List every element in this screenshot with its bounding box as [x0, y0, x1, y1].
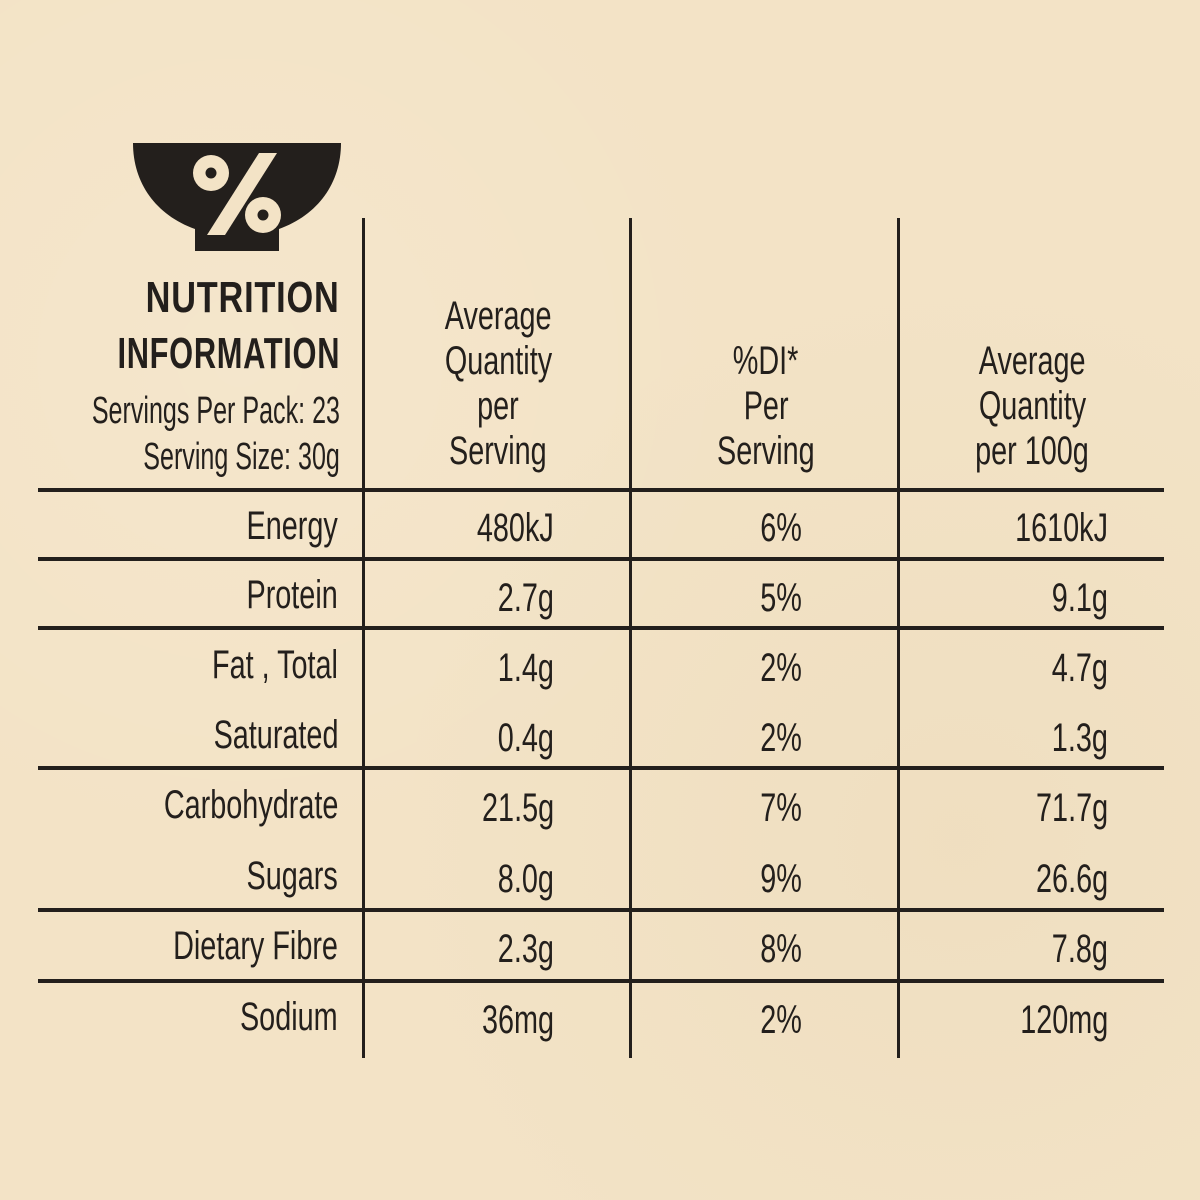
- per-100g-value: 26.6g: [1035, 857, 1108, 901]
- di-value: 9%: [760, 857, 802, 901]
- per-serving-value: 1.4g: [497, 646, 554, 690]
- serving-size: Serving Size: 30g: [143, 436, 340, 478]
- nutrient-label: Saturated: [213, 713, 338, 757]
- per-100g-value: 71.7g: [1035, 786, 1108, 830]
- row-divider: [38, 488, 1164, 492]
- per-serving-value: 21.5g: [481, 786, 554, 830]
- percent-bowl-icon: [133, 143, 341, 251]
- nutrient-label: Sugars: [246, 854, 338, 898]
- per-serving-value: 8.0g: [497, 857, 554, 901]
- per-serving-value: 480kJ: [477, 506, 554, 550]
- per-serving-value: 2.3g: [497, 927, 554, 971]
- servings-per-pack: Servings Per Pack: 23: [91, 390, 340, 432]
- per-100g-value: 9.1g: [1051, 576, 1108, 620]
- di-value: 2%: [760, 998, 802, 1042]
- column-header-per-100g: Average Quantity per 100g: [975, 339, 1089, 473]
- di-value: 8%: [760, 927, 802, 971]
- title-nutrition: NUTRITION: [146, 273, 340, 322]
- nutrient-label: Dietary Fibre: [173, 924, 338, 968]
- column-header-per-serving: Average Quantity per Serving: [444, 294, 552, 473]
- row-divider: [38, 557, 1164, 561]
- nutrient-label: Carbohydrate: [163, 783, 338, 827]
- nutrient-label: Sodium: [240, 995, 338, 1039]
- column-header-di-per-serving: %DI* Per Serving: [717, 339, 815, 473]
- per-serving-value: 2.7g: [497, 576, 554, 620]
- per-100g-value: 1.3g: [1051, 716, 1108, 760]
- per-100g-value: 1610kJ: [1015, 506, 1108, 550]
- di-value: 6%: [760, 506, 802, 550]
- per-100g-value: 7.8g: [1051, 927, 1108, 971]
- di-value: 7%: [760, 786, 802, 830]
- nutrient-label: Energy: [246, 504, 338, 548]
- per-serving-value: 36mg: [481, 998, 554, 1042]
- title-information: INFORMATION: [117, 329, 340, 378]
- di-value: 5%: [760, 576, 802, 620]
- column-divider: [629, 218, 632, 1058]
- per-100g-value: 4.7g: [1051, 646, 1108, 690]
- per-serving-value: 0.4g: [497, 716, 554, 760]
- row-divider: [38, 766, 1164, 770]
- row-divider: [38, 626, 1164, 630]
- nutrient-label: Fat , Total: [212, 643, 338, 687]
- column-divider: [897, 218, 900, 1058]
- per-100g-value: 120mg: [1019, 998, 1108, 1042]
- di-value: 2%: [760, 716, 802, 760]
- nutrient-label: Protein: [246, 573, 338, 617]
- di-value: 2%: [760, 646, 802, 690]
- column-divider: [362, 218, 365, 1058]
- row-divider: [38, 908, 1164, 912]
- row-divider: [38, 979, 1164, 983]
